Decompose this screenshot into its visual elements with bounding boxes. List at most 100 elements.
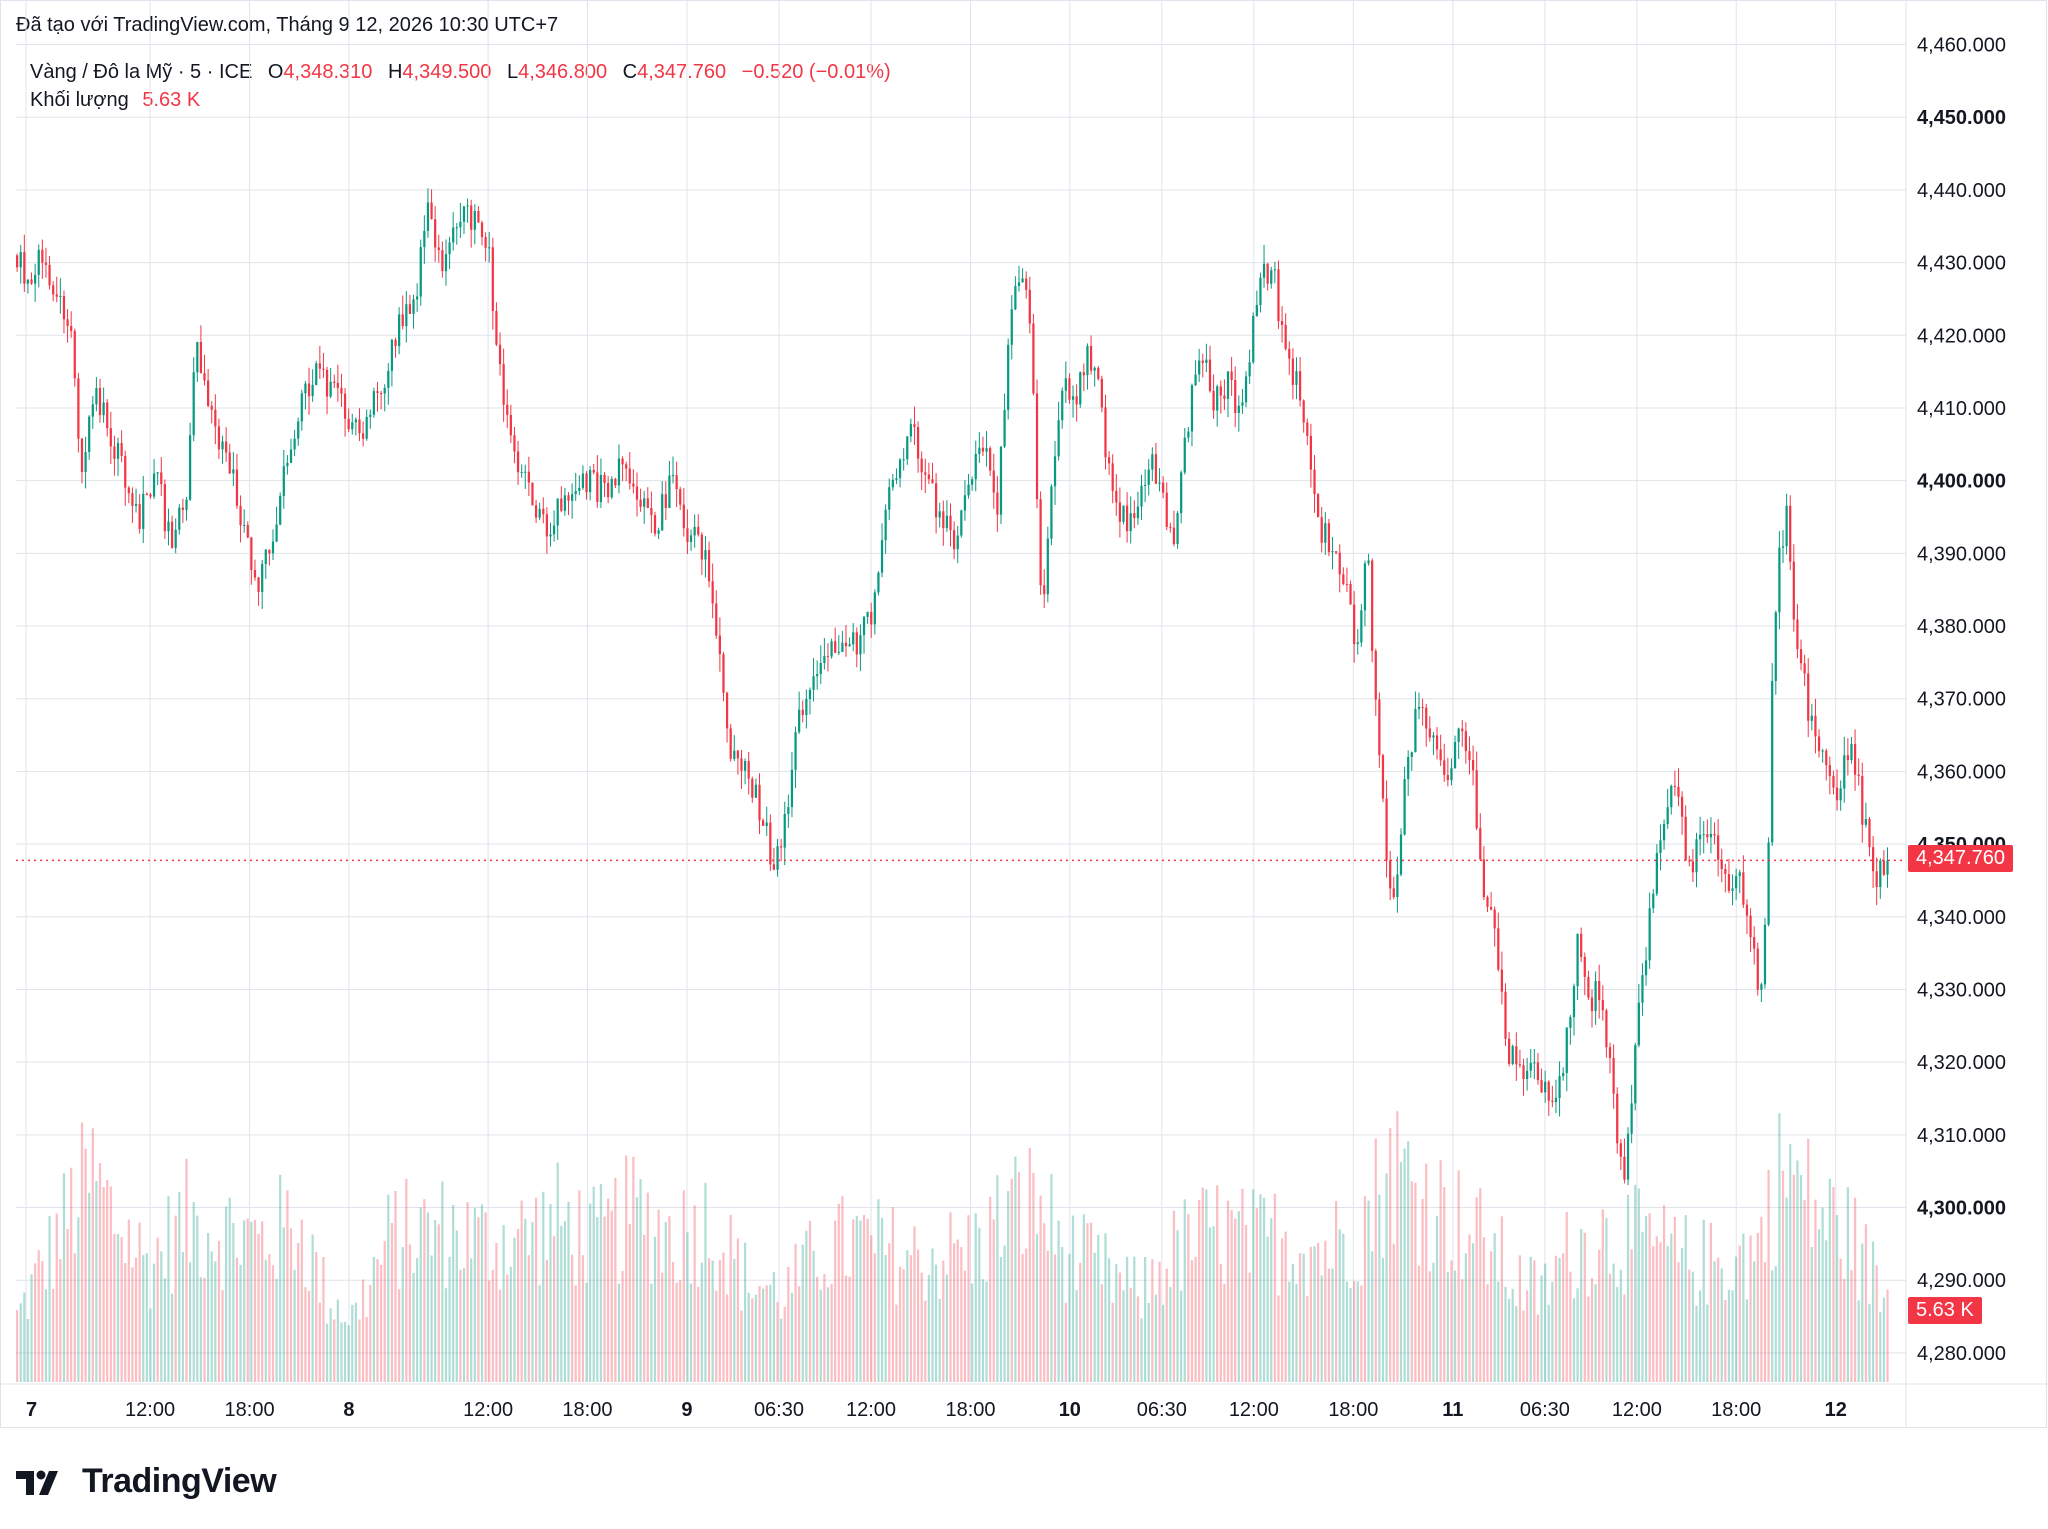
symbol-title[interactable]: Vàng / Đô la Mỹ · 5 · ICE bbox=[30, 61, 253, 83]
candle-body bbox=[423, 230, 426, 248]
candle-body bbox=[632, 483, 635, 487]
candle-body bbox=[1349, 583, 1352, 605]
candle-body bbox=[1821, 750, 1824, 752]
candle-body bbox=[1154, 454, 1158, 484]
candle-body bbox=[574, 490, 577, 495]
volume-bar bbox=[693, 1205, 696, 1382]
volume-bar bbox=[657, 1209, 660, 1382]
candle-body bbox=[646, 498, 649, 508]
candle-body bbox=[1280, 321, 1284, 325]
volume-bar bbox=[1313, 1246, 1316, 1382]
volume-bar bbox=[1291, 1263, 1294, 1382]
volume-bar bbox=[1428, 1271, 1431, 1382]
candle-body bbox=[282, 466, 285, 496]
volume-bar bbox=[1353, 1281, 1356, 1382]
candle-body bbox=[1053, 456, 1057, 487]
volume-bar bbox=[956, 1239, 959, 1382]
volume-bar bbox=[1097, 1234, 1100, 1382]
candle-body bbox=[1464, 731, 1467, 752]
candle-body bbox=[599, 474, 603, 502]
volume-bar bbox=[1158, 1261, 1161, 1382]
y-tick-label: 4,430.000 bbox=[1917, 253, 2006, 275]
volume-bar bbox=[780, 1318, 783, 1382]
candle-body bbox=[751, 778, 754, 798]
candle-body bbox=[848, 644, 851, 647]
volume-bar bbox=[315, 1251, 318, 1382]
volume-bar bbox=[1825, 1240, 1828, 1382]
candle-body bbox=[365, 416, 368, 439]
candle-body bbox=[769, 822, 772, 865]
candle-body bbox=[1471, 759, 1475, 771]
candle-body bbox=[477, 211, 480, 223]
candle-body bbox=[480, 222, 484, 238]
volume-bar bbox=[253, 1220, 257, 1382]
volume-bar bbox=[268, 1254, 271, 1382]
tradingview-logo[interactable]: TradingView bbox=[16, 1462, 277, 1501]
y-tick-label: 4,320.000 bbox=[1917, 1052, 2006, 1074]
candle-body bbox=[1371, 560, 1374, 651]
volume-label[interactable]: Khối lượng bbox=[30, 89, 129, 111]
candle-body bbox=[1104, 407, 1107, 458]
volume-bar bbox=[682, 1190, 685, 1382]
candle-body bbox=[1453, 742, 1457, 769]
volume-bar bbox=[459, 1269, 462, 1382]
candle-body bbox=[394, 339, 397, 347]
volume-bar bbox=[340, 1322, 343, 1382]
volume-bar bbox=[1731, 1290, 1734, 1382]
volume-bar bbox=[336, 1299, 339, 1382]
candle-body bbox=[682, 504, 685, 529]
volume-bar bbox=[758, 1285, 761, 1382]
candle-body bbox=[1536, 1062, 1540, 1081]
candle-body bbox=[434, 219, 437, 248]
low-value: 4,346.800 bbox=[518, 61, 608, 83]
candle-body bbox=[884, 509, 887, 541]
y-tick-label: 4,280.000 bbox=[1917, 1343, 2006, 1365]
volume-bar bbox=[733, 1258, 736, 1382]
volume-bar bbox=[531, 1221, 534, 1382]
candle-body bbox=[228, 452, 231, 474]
candle-body bbox=[978, 447, 981, 454]
volume-bar bbox=[307, 1290, 311, 1382]
volume-bar bbox=[1706, 1304, 1709, 1382]
volume-bar bbox=[790, 1292, 794, 1382]
volume-bar bbox=[372, 1257, 376, 1382]
volume-bar bbox=[1187, 1213, 1190, 1382]
volume-bar bbox=[913, 1226, 916, 1382]
candle-body bbox=[1807, 673, 1810, 721]
candle-body bbox=[664, 494, 667, 508]
candle-body bbox=[315, 363, 318, 385]
volume-bar bbox=[1280, 1238, 1284, 1382]
candle-body bbox=[1767, 842, 1770, 925]
volume-bar bbox=[221, 1290, 224, 1382]
volume-bar bbox=[1172, 1210, 1176, 1382]
candle-body bbox=[621, 458, 624, 465]
volume-bar bbox=[444, 1288, 448, 1382]
candle-body bbox=[1756, 948, 1759, 990]
x-tick-label: 06:30 bbox=[754, 1399, 804, 1421]
volume-bar bbox=[1392, 1243, 1395, 1382]
volume-bar bbox=[906, 1250, 909, 1382]
volume-bar bbox=[1832, 1186, 1835, 1382]
candle-body bbox=[444, 254, 448, 272]
volume-bar bbox=[1835, 1215, 1839, 1382]
candle-body bbox=[1435, 735, 1439, 750]
volume-bar bbox=[369, 1284, 372, 1382]
candle-body bbox=[1727, 874, 1731, 891]
candle-body bbox=[1277, 269, 1280, 322]
candle-body bbox=[794, 732, 797, 770]
candle-body bbox=[743, 761, 747, 771]
candle-body bbox=[1857, 774, 1860, 777]
candle-body bbox=[1558, 1076, 1561, 1099]
volume-bar bbox=[1763, 1262, 1767, 1382]
candle-body bbox=[1205, 359, 1208, 363]
volume-bar bbox=[185, 1158, 188, 1382]
candle-body bbox=[549, 534, 552, 537]
candle-body bbox=[870, 611, 873, 625]
y-tick-label: 4,300.000 bbox=[1917, 1198, 2006, 1220]
candle-body bbox=[1335, 551, 1338, 553]
volume-bar bbox=[718, 1260, 721, 1382]
candle-body bbox=[552, 525, 556, 535]
volume-bar bbox=[1176, 1230, 1179, 1382]
candle-body bbox=[1003, 409, 1006, 447]
